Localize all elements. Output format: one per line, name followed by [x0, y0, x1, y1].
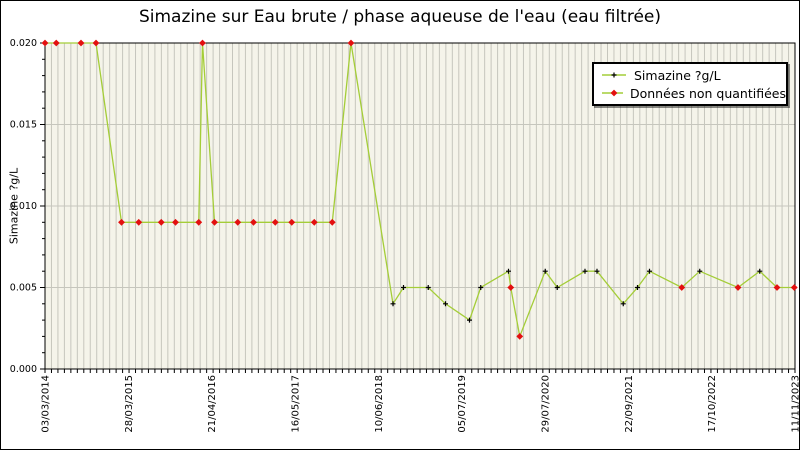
non-quantified-point-marker [92, 39, 100, 47]
quantified-point-marker [443, 301, 448, 307]
non-quantified-point-marker [199, 39, 206, 47]
quantified-point-marker [542, 268, 548, 274]
x-tick-label: 05/07/2019 [457, 375, 468, 433]
non-quantified-point-marker [250, 218, 257, 226]
quantified-point-marker [757, 268, 763, 274]
legend-item-quantified: Simazine ?g/L [601, 68, 786, 83]
x-tick-label: 17/10/2022 [707, 375, 718, 433]
non-quantified-point-marker [157, 218, 165, 226]
non-quantified-point-marker [195, 218, 203, 226]
legend-item-non-quantified: Données non quantifiées [601, 86, 786, 101]
quantified-point-marker [401, 285, 406, 290]
x-tick-label: 10/06/2018 [374, 375, 385, 433]
x-tick-label: 21/04/2016 [207, 375, 218, 433]
quantified-point-marker [506, 268, 511, 274]
non-quantified-point-marker [516, 333, 524, 340]
non-quantified-point-marker [328, 218, 336, 226]
x-tick-label: 16/05/2017 [291, 375, 302, 433]
quantified-point-marker [582, 268, 588, 274]
legend-label-non-quantified: Données non quantifiées [629, 85, 786, 101]
non-quantified-point-marker [734, 284, 742, 291]
x-tick-label: 03/03/2014 [41, 375, 52, 433]
non-quantified-point-marker [790, 284, 798, 291]
y-tick-label: 0.000 [10, 364, 37, 375]
quantified-point-marker [554, 285, 560, 290]
non-quantified-point-marker [52, 39, 60, 47]
x-tick-label: 29/07/2020 [541, 375, 552, 433]
non-quantified-point-marker [347, 39, 355, 47]
chart-title: Simazine sur Eau brute / phase aqueuse d… [138, 7, 662, 27]
x-tick-label: 22/09/2021 [624, 375, 635, 433]
non-quantified-point-marker [135, 218, 143, 226]
legend: Simazine ?g/L Données non quantifiées [592, 62, 788, 106]
legend-label-quantified: Simazine ?g/L [634, 67, 721, 83]
non-quantified-point-marker [271, 218, 279, 226]
x-tick-label: 11/11/2023 [791, 375, 800, 433]
non-quantified-point-marker [172, 218, 179, 226]
quantified-point-marker [647, 268, 652, 274]
quantified-point-marker [635, 285, 640, 290]
y-tick-label: 0.015 [10, 120, 37, 131]
y-tick-label: 0.005 [10, 283, 37, 294]
non-quantified-point-marker [41, 39, 49, 47]
y-tick-label: 0.010 [10, 201, 37, 212]
quantified-point-marker [478, 285, 484, 290]
quantified-point-marker [697, 268, 703, 274]
non-quantified-point-marker [678, 284, 686, 291]
non-quantified-point-marker [234, 218, 242, 226]
non-quantified-point-marker [118, 218, 125, 226]
series-line [45, 42, 795, 339]
non-quantified-point-marker [773, 284, 781, 291]
non-quantified-point-marker [310, 218, 318, 226]
non-quantified-point-marker [507, 284, 515, 291]
quantified-point-marker [467, 317, 472, 323]
x-tick-label: 28/03/2015 [124, 375, 135, 433]
quantified-point-marker [390, 301, 396, 307]
quantified-point-marker [594, 268, 600, 274]
non-quantified-point-marker [211, 218, 218, 226]
non-quantified-point-marker [77, 39, 85, 47]
non-quantified-point-marker [288, 218, 296, 226]
non-quantified-series-marker-icon [602, 89, 623, 97]
quantified-point-marker [425, 285, 431, 290]
y-tick-label: 0.020 [10, 38, 37, 49]
quantified-point-marker [620, 301, 626, 307]
quantified-series-marker-icon [602, 72, 626, 78]
